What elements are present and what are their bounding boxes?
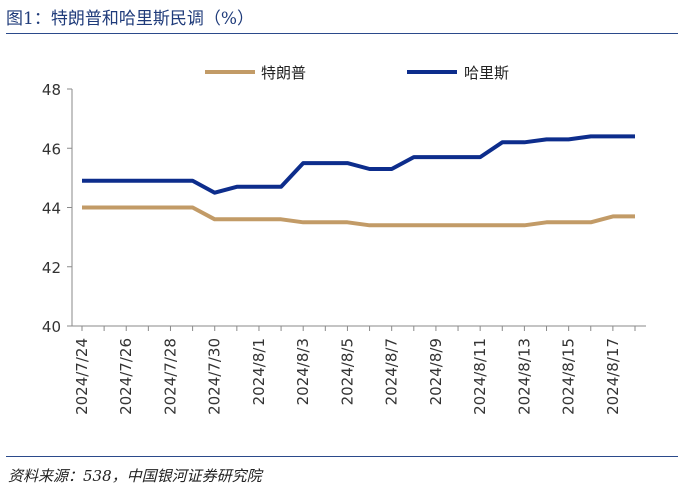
legend: 特朗普 哈里斯 bbox=[205, 64, 509, 82]
x-tick-label: 2024/8/15 bbox=[560, 338, 578, 415]
x-tick-label: 2024/8/17 bbox=[604, 338, 622, 415]
axes: 40 42 44 46 48 2024/7/24 2024/7/26 2024/7/28 202… bbox=[42, 81, 646, 415]
series-lines bbox=[82, 134, 635, 228]
source-note: 资料来源：538，中国银河证券研究院 bbox=[8, 467, 262, 485]
x-tick-label: 2024/8/5 bbox=[338, 338, 356, 405]
x-tick-label: 2024/8/13 bbox=[515, 338, 533, 415]
series-line-harris bbox=[82, 134, 635, 195]
x-tick-label: 2024/8/9 bbox=[427, 338, 445, 405]
chart-title: 图1：特朗普和哈里斯民调（%） bbox=[6, 9, 254, 29]
x-tick-label: 2024/7/24 bbox=[73, 338, 91, 415]
legend-label: 哈里斯 bbox=[464, 64, 509, 82]
y-tick-label: 42 bbox=[42, 259, 61, 277]
y-tick-label: 44 bbox=[42, 200, 61, 218]
x-tick-label: 2024/8/1 bbox=[250, 338, 268, 405]
title-rule bbox=[6, 33, 678, 34]
source-rule bbox=[6, 456, 678, 457]
line-chart: 特朗普 哈里斯 40 42 44 46 48 2024/7/24 2024/7/26 2024/… bbox=[42, 64, 646, 415]
x-tick-label: 2024/7/26 bbox=[117, 338, 135, 415]
x-tick-label: 2024/8/11 bbox=[471, 338, 489, 415]
x-tick-label: 2024/7/30 bbox=[206, 338, 224, 415]
y-tick-label: 40 bbox=[42, 318, 61, 336]
y-tick-label: 48 bbox=[42, 81, 61, 99]
legend-label: 特朗普 bbox=[261, 64, 306, 82]
x-tick-label: 2024/7/28 bbox=[161, 338, 179, 415]
series-line-trump bbox=[82, 205, 635, 228]
x-tick-label: 2024/8/7 bbox=[383, 338, 401, 405]
y-tick-label: 46 bbox=[42, 140, 61, 158]
x-tick-label: 2024/8/3 bbox=[294, 338, 312, 405]
